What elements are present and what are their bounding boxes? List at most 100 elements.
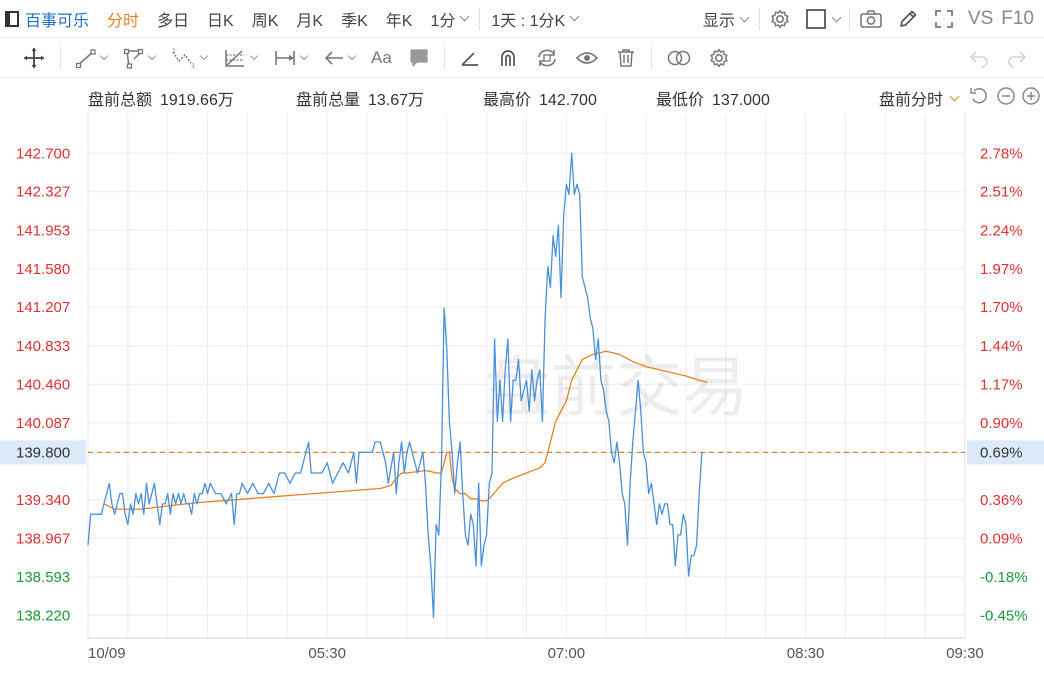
turnover-stat: 盘前总额 1919.66万 xyxy=(88,86,234,110)
note-tool-icon[interactable] xyxy=(400,38,438,78)
y-tick-label-right: -0.45% xyxy=(980,607,1028,624)
chevron-down-icon xyxy=(459,11,470,22)
prev-close-price-box xyxy=(0,440,86,465)
y-tick-label-right: 1.44% xyxy=(980,338,1023,355)
fibonacci-tool-icon[interactable] xyxy=(215,38,265,78)
chevron-down-icon xyxy=(299,51,309,61)
display-label: 显示 xyxy=(702,13,735,30)
chevron-down-icon xyxy=(949,91,960,101)
panel-toggle-icon[interactable] xyxy=(5,10,19,27)
chevron-down-icon xyxy=(347,51,357,61)
y-tick-label-left: 138.967 xyxy=(16,530,70,547)
fullscreen-icon[interactable] xyxy=(926,0,962,38)
interval-select[interactable]: 1分 xyxy=(421,0,477,38)
reset-icon[interactable] xyxy=(968,84,990,108)
display-select[interactable]: 显示 xyxy=(694,0,757,38)
y-tick-label-right: 1.17% xyxy=(980,376,1023,393)
y-tick-label-right: 1.97% xyxy=(980,261,1023,278)
y-tick-label-left: 138.220 xyxy=(16,607,70,624)
zoom-in-icon[interactable] xyxy=(1020,84,1042,108)
tab-yearly-k[interactable]: 年K xyxy=(385,12,413,30)
period-select[interactable]: 1天 : 1分K xyxy=(482,0,587,38)
channel-tool-icon[interactable] xyxy=(115,38,163,78)
interval-value: 1分 xyxy=(430,12,456,30)
x-tick-label: 08:30 xyxy=(787,645,825,662)
chevron-down-icon xyxy=(739,12,750,22)
session-mode-select[interactable]: 盘前分时 xyxy=(878,86,960,110)
session-mode-label: 盘前分时 xyxy=(878,92,943,109)
average-price-line xyxy=(103,350,708,510)
volume-label: 盘前总量 xyxy=(296,92,361,109)
compare-circles-icon[interactable] xyxy=(658,38,700,78)
y-tick-label-right: 2.24% xyxy=(980,222,1023,239)
settings-gear-icon[interactable] xyxy=(762,0,798,38)
turnover-value: 1919.66万 xyxy=(160,92,234,109)
y-tick-label-left: 141.953 xyxy=(16,222,70,239)
stats-bar: 盘前总额 1919.66万 盘前总量 13.67万 最高价 142.700 最低价 13… xyxy=(0,78,1044,112)
tab-weekly-k[interactable]: 周K xyxy=(251,12,279,30)
history-controls xyxy=(960,38,1036,78)
stock-name[interactable]: 百事可乐 xyxy=(25,12,90,30)
divider xyxy=(758,8,760,30)
tab-daily-k[interactable]: 日K xyxy=(207,12,234,30)
tab-multi-day[interactable]: 多日 xyxy=(157,12,190,30)
high-label: 最高价 xyxy=(483,92,532,109)
y-tick-label-left: 140.460 xyxy=(16,376,70,393)
tab-intraday[interactable]: 分时 xyxy=(107,12,140,30)
text-tool-button[interactable]: Aa xyxy=(371,47,392,67)
tab-monthly-k[interactable]: 月K xyxy=(296,12,324,30)
chevron-down-icon xyxy=(199,51,209,61)
layout-select[interactable] xyxy=(798,0,847,38)
price-line xyxy=(87,152,703,619)
y-tick-label-right: 2.78% xyxy=(980,145,1023,162)
y-tick-label-right: 0.69% xyxy=(980,444,1023,461)
y-tick-label-right: 0.90% xyxy=(980,415,1023,432)
y-tick-label-right: 0.09% xyxy=(980,530,1023,547)
x-tick-label: 10/09 xyxy=(88,645,126,662)
divider xyxy=(443,46,445,69)
divider xyxy=(479,7,481,30)
volume-stat: 盘前总量 13.67万 xyxy=(296,86,424,110)
camera-icon[interactable] xyxy=(852,0,890,38)
undo-icon[interactable] xyxy=(960,38,998,78)
chevron-down-icon xyxy=(569,11,580,22)
y-tick-label-left: 142.327 xyxy=(16,184,70,201)
x-tick-label: 09:30 xyxy=(946,645,984,662)
divider xyxy=(60,46,61,69)
eye-icon[interactable] xyxy=(567,38,607,78)
magnet-icon[interactable] xyxy=(489,38,527,78)
watermark-text: 盘前交易 xyxy=(485,349,749,426)
f10-button[interactable]: F10 xyxy=(1001,8,1034,29)
arrow-tool-icon[interactable] xyxy=(315,38,363,78)
y-tick-label-right: -0.18% xyxy=(980,569,1028,586)
volume-value: 13.67万 xyxy=(368,92,425,109)
crosshair-move-icon[interactable] xyxy=(14,38,54,78)
pencil-icon[interactable] xyxy=(890,0,926,38)
prev-close-pct-box xyxy=(967,440,1044,465)
turnover-label: 盘前总额 xyxy=(88,92,153,109)
sync-icon[interactable] xyxy=(527,38,567,78)
y-tick-label-left: 141.207 xyxy=(16,299,70,316)
y-tick-label-right: 0.36% xyxy=(980,492,1023,509)
chevron-down-icon xyxy=(249,51,259,61)
y-tick-label-left: 139.800 xyxy=(16,444,70,461)
vs-compare-button[interactable]: VS xyxy=(967,8,994,29)
y-tick-label-right: 1.70% xyxy=(980,299,1023,316)
y-tick-label-right: 2.51% xyxy=(980,184,1023,201)
measure-tool-icon[interactable] xyxy=(265,38,315,78)
low-stat: 最低价 137.000 xyxy=(656,86,770,110)
trash-icon[interactable] xyxy=(607,38,645,78)
divider xyxy=(650,46,652,69)
tab-quarterly-k[interactable]: 季K xyxy=(341,12,368,30)
angle-tool-icon[interactable] xyxy=(451,38,489,78)
chevron-down-icon xyxy=(831,12,842,22)
zoom-out-icon[interactable] xyxy=(995,84,1017,108)
line-tool-icon[interactable] xyxy=(67,38,115,78)
drawing-settings-gear-icon[interactable] xyxy=(700,38,738,78)
intraday-chart[interactable]: 盘前交易 142.700 2.78% 142.327 2.51% 141.953 2.24%… xyxy=(0,112,1044,684)
period-value: 1天 : 1分K xyxy=(491,12,566,30)
divider xyxy=(848,8,850,30)
redo-icon[interactable] xyxy=(998,38,1036,78)
